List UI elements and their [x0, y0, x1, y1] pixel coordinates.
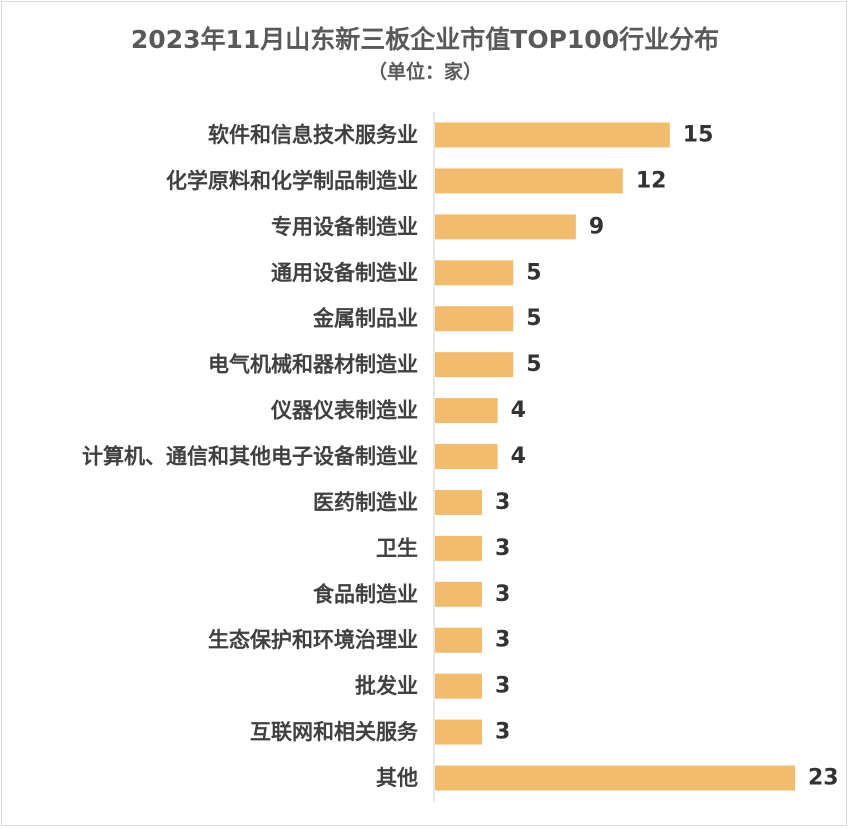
value-label: 23 [808, 766, 839, 791]
bar [435, 214, 576, 240]
value-label: 3 [495, 490, 510, 515]
bar [435, 581, 482, 607]
category-label: 专用设备制造业 [271, 215, 418, 239]
value-label: 9 [589, 214, 604, 239]
bar [435, 260, 514, 286]
category-label: 其他 [376, 766, 418, 790]
category-label: 电气机械和器材制造业 [208, 353, 418, 377]
bar [435, 306, 514, 332]
value-label: 4 [511, 398, 526, 423]
category-label: 食品制造业 [313, 582, 418, 606]
category-label: 批发业 [355, 674, 418, 698]
bar [435, 489, 482, 515]
category-label: 生态保护和环境治理业 [208, 628, 418, 652]
value-label: 12 [636, 168, 667, 193]
category-label: 仪器仪表制造业 [270, 399, 418, 423]
chart-title: 2023年11月山东新三板企业市值TOP100行业分布 [130, 25, 720, 54]
value-label: 5 [526, 306, 541, 331]
bar [435, 122, 670, 148]
category-label: 互联网和相关服务 [250, 720, 419, 744]
value-label: 3 [495, 536, 510, 561]
bar [435, 765, 795, 791]
value-label: 5 [526, 260, 541, 285]
category-label: 金属制品业 [312, 307, 418, 331]
category-label: 卫生 [376, 536, 418, 560]
category-label: 计算机、通信和其他电子设备制造业 [82, 445, 418, 469]
bar [435, 398, 498, 424]
category-label: 通用设备制造业 [271, 261, 418, 285]
value-label: 3 [495, 720, 510, 745]
value-label: 4 [511, 444, 526, 469]
value-label: 3 [495, 582, 510, 607]
bar [435, 352, 514, 378]
value-label: 3 [495, 628, 510, 653]
category-label: 软件和信息技术服务业 [208, 123, 418, 147]
bar [435, 168, 623, 194]
bar [435, 535, 482, 561]
value-label: 15 [683, 123, 714, 148]
value-label: 3 [495, 674, 510, 699]
bar [435, 673, 482, 699]
bar [435, 627, 482, 653]
category-label: 医药制造业 [313, 490, 418, 514]
chart-subtitle: （单位：家） [367, 61, 482, 83]
category-label: 化学原料和化学制品制造业 [166, 169, 418, 193]
bar [435, 444, 498, 470]
value-label: 5 [526, 352, 541, 377]
bar [435, 719, 482, 745]
